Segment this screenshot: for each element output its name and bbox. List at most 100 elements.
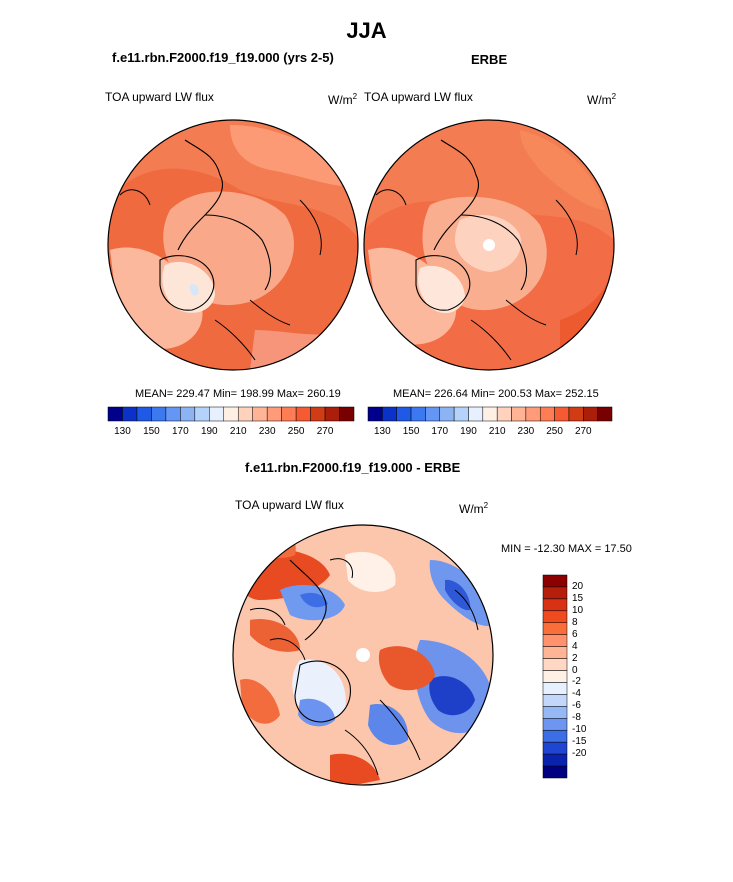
colorbar-tick-label: 170	[431, 426, 449, 437]
panel-left-title: f.e11.rbn.F2000.f19_f19.000 (yrs 2-5)	[112, 50, 334, 65]
colorbar-swatch	[136, 406, 152, 422]
colorbar-tick-label: -2	[572, 676, 581, 688]
colorbar-swatch	[542, 706, 568, 719]
colorbar-tick-label: 170	[172, 426, 189, 437]
colorbar-swatch	[468, 406, 484, 422]
colorbar-swatch	[194, 406, 210, 422]
colorbar-tick-label: 2	[572, 652, 578, 664]
colorbar-swatch	[542, 610, 568, 624]
colorbar-swatch	[281, 406, 297, 422]
colorbar-swatch	[542, 765, 568, 779]
colorbar-swatch	[425, 406, 441, 422]
colorbar-swatch	[339, 406, 355, 422]
panel-right-title: ERBE	[471, 52, 508, 67]
colorbar-right	[367, 406, 613, 422]
colorbar-swatch	[542, 598, 568, 612]
panel-left-stats: MEAN= 229.47 Min= 198.99 Max= 260.19	[135, 388, 341, 400]
colorbar-tick-label: 230	[258, 426, 276, 437]
colorbar-left	[107, 406, 355, 422]
colorbar-swatch	[568, 406, 584, 422]
colorbar-swatch	[542, 634, 568, 647]
colorbar-tick-label: -8	[572, 712, 581, 724]
panel-left-units: W/m2	[328, 92, 358, 107]
colorbar-swatch	[310, 406, 326, 422]
colorbar-swatch	[382, 406, 397, 422]
colorbar-swatch	[396, 406, 412, 422]
panel-right-units: W/m2	[587, 92, 617, 107]
colorbar-swatch	[511, 406, 527, 422]
colorbar-tick-label: 15	[572, 592, 584, 604]
colorbar-swatch	[542, 694, 568, 707]
colorbar-swatch	[237, 406, 253, 422]
colorbar-swatch	[542, 682, 568, 695]
colorbar-swatch	[583, 406, 598, 422]
colorbar-tick-label: 150	[402, 426, 420, 437]
colorbar-swatch	[542, 646, 568, 659]
panel-left-variable: TOA upward LW flux	[105, 90, 214, 104]
colorbar-tick-label: -20	[572, 748, 587, 760]
colorbar-swatch	[542, 718, 568, 731]
colorbar-swatch	[597, 406, 613, 422]
colorbar-swatch	[252, 406, 268, 422]
colorbar-swatch	[542, 670, 568, 683]
colorbar-tick-label: 230	[517, 426, 535, 437]
colorbar-tick-label: 270	[574, 426, 592, 437]
colorbar-swatch	[367, 406, 383, 422]
colorbar-tick-label: 250	[546, 426, 563, 437]
colorbar-diff	[542, 574, 568, 779]
colorbar-tick-label: 190	[200, 426, 218, 437]
map-model-polar	[108, 120, 358, 370]
colorbar-tick-label: 130	[114, 426, 131, 437]
colorbar-swatch	[542, 586, 568, 600]
map-erbe-polar	[364, 120, 614, 370]
colorbar-swatch	[482, 406, 498, 422]
colorbar-swatch	[107, 406, 123, 422]
colorbar-swatch	[542, 658, 568, 671]
colorbar-tick-label: 8	[572, 616, 578, 628]
diff-panel-variable: TOA upward LW flux	[235, 498, 344, 512]
colorbar-swatch	[223, 406, 239, 422]
colorbar-swatch	[439, 406, 455, 422]
colorbar-swatch	[122, 406, 138, 422]
colorbar-swatch	[542, 729, 568, 743]
colorbar-swatch	[542, 574, 568, 588]
colorbar-tick-label: -15	[572, 736, 587, 748]
colorbar-swatch	[165, 406, 181, 422]
colorbar-tick-label: -10	[572, 724, 587, 736]
colorbar-swatch	[453, 406, 469, 422]
colorbar-swatch	[295, 406, 311, 422]
colorbar-tick-label: 210	[488, 426, 506, 437]
panel-right-variable: TOA upward LW flux	[364, 90, 473, 104]
colorbar-tick-label: 4	[572, 640, 578, 652]
colorbar-swatch	[542, 741, 568, 755]
panel-right-stats: MEAN= 226.64 Min= 200.53 Max= 252.15	[393, 388, 599, 400]
diff-panel-units: W/m2	[459, 501, 489, 516]
colorbar-swatch	[542, 622, 568, 635]
colorbar-swatch	[410, 406, 426, 422]
colorbar-tick-label: 150	[143, 426, 160, 437]
diff-panel-minmax: MIN = -12.30 MAX = 17.50	[501, 543, 632, 555]
colorbar-swatch	[151, 406, 167, 422]
colorbar-tick-label: 190	[460, 426, 477, 437]
colorbar-tick-label: 10	[572, 604, 584, 616]
colorbar-swatch	[266, 406, 282, 422]
map-difference-polar	[233, 525, 493, 785]
colorbar-swatch	[554, 406, 570, 422]
colorbar-tick-label: 0	[572, 664, 578, 676]
colorbar-tick-label: 210	[229, 426, 247, 437]
colorbar-swatch	[324, 406, 340, 422]
colorbar-swatch	[525, 406, 541, 422]
colorbar-tick-label: 270	[316, 426, 334, 437]
colorbar-tick-label: -4	[572, 688, 581, 700]
colorbar-swatch	[496, 406, 512, 422]
diff-panel-title: f.e11.rbn.F2000.f19_f19.000 - ERBE	[245, 460, 461, 475]
colorbar-swatch	[539, 406, 555, 422]
colorbar-swatch	[542, 753, 568, 767]
colorbar-tick-label: 250	[287, 426, 305, 437]
figure-title: JJA	[346, 18, 387, 43]
colorbar-tick-label: 130	[374, 426, 391, 437]
colorbar-tick-label: -6	[572, 700, 581, 712]
colorbar-swatch	[180, 406, 196, 422]
